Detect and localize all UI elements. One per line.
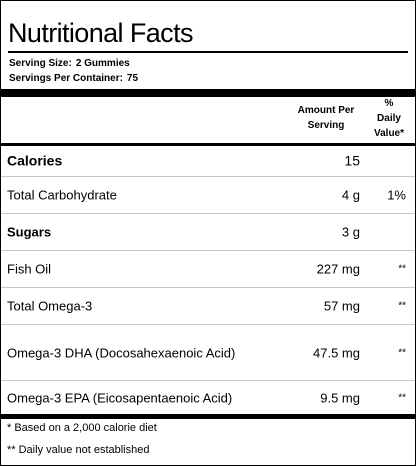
nutrient-name: Omega-3 EPA (Eicosapentaenoic Acid)	[7, 390, 233, 405]
nutrient-amount: 15	[344, 152, 360, 169]
nutrient-daily-value: **	[398, 392, 406, 403]
nutrient-amount: 57 mg	[323, 298, 360, 314]
nutrient-amount: 4 g	[341, 187, 360, 203]
dv-header-line3: Value*	[373, 128, 405, 139]
nutrient-row-omega-3-epa: Omega-3 EPA (Eicosapentaenoic Acid) 9.5 …	[1, 381, 415, 414]
dv-header-line1: %	[384, 98, 394, 109]
nutrient-amount: 227 mg	[316, 261, 360, 277]
nutrient-name: Total Omega-3	[7, 298, 93, 314]
nutrient-daily-value: **	[398, 300, 406, 312]
nutrient-row-fish-oil: Fish Oil 227 mg **	[1, 251, 415, 288]
amount-per-serving-header: Amount Per Serving	[283, 103, 369, 133]
nutrient-row-calories: Calories 15	[1, 146, 415, 177]
nutrient-daily-value: 1%	[387, 187, 406, 203]
footnote-daily-value: ** Daily value not established	[7, 444, 150, 456]
serving-size-label: Serving Size:	[9, 58, 72, 69]
nutrient-amount: 47.5 mg	[313, 345, 360, 360]
nutrient-name: Sugars	[7, 224, 52, 240]
nutrient-row-total-omega-3: Total Omega-3 57 mg **	[1, 288, 415, 325]
nutrient-daily-value: **	[398, 263, 406, 275]
title-divider	[8, 51, 408, 53]
footnote-calorie-diet: * Based on a 2,000 calorie diet	[7, 422, 157, 434]
page-title: Nutritional Facts	[8, 18, 193, 48]
servings-per-container: Servings Per Container: 75	[9, 72, 138, 85]
thick-divider	[1, 89, 415, 97]
nutrient-row-omega-3-dha: Omega-3 DHA (Docosahexaenoic Acid) 47.5 …	[1, 325, 415, 381]
nutrient-daily-value: **	[398, 347, 406, 358]
dv-header-line2: Daily	[377, 113, 401, 124]
servings-per-container-value: 75	[126, 73, 139, 84]
serving-size-value: 2 Gummies	[75, 58, 130, 69]
nutrient-row-total-carbohydrate: Total Carbohydrate 4 g 1%	[1, 177, 415, 214]
daily-value-header: % Daily Value*	[367, 96, 411, 141]
amount-header-line2: Serving	[307, 120, 345, 131]
nutrient-name: Total Carbohydrate	[7, 187, 117, 203]
amount-header-line1: Amount Per	[297, 105, 355, 116]
header-divider	[1, 143, 415, 146]
serving-size: Serving Size: 2 Gummies	[9, 57, 130, 70]
servings-per-container-label: Servings Per Container:	[9, 73, 123, 84]
nutrient-name: Omega-3 DHA (Docosahexaenoic Acid)	[7, 345, 236, 360]
nutrient-amount: 9.5 mg	[320, 390, 360, 405]
nutrient-amount: 3 g	[341, 224, 360, 240]
footer-divider	[1, 414, 415, 419]
nutrient-name: Fish Oil	[7, 261, 52, 277]
nutrient-row-sugars: Sugars 3 g	[1, 214, 415, 251]
nutrient-name: Calories	[7, 152, 63, 169]
